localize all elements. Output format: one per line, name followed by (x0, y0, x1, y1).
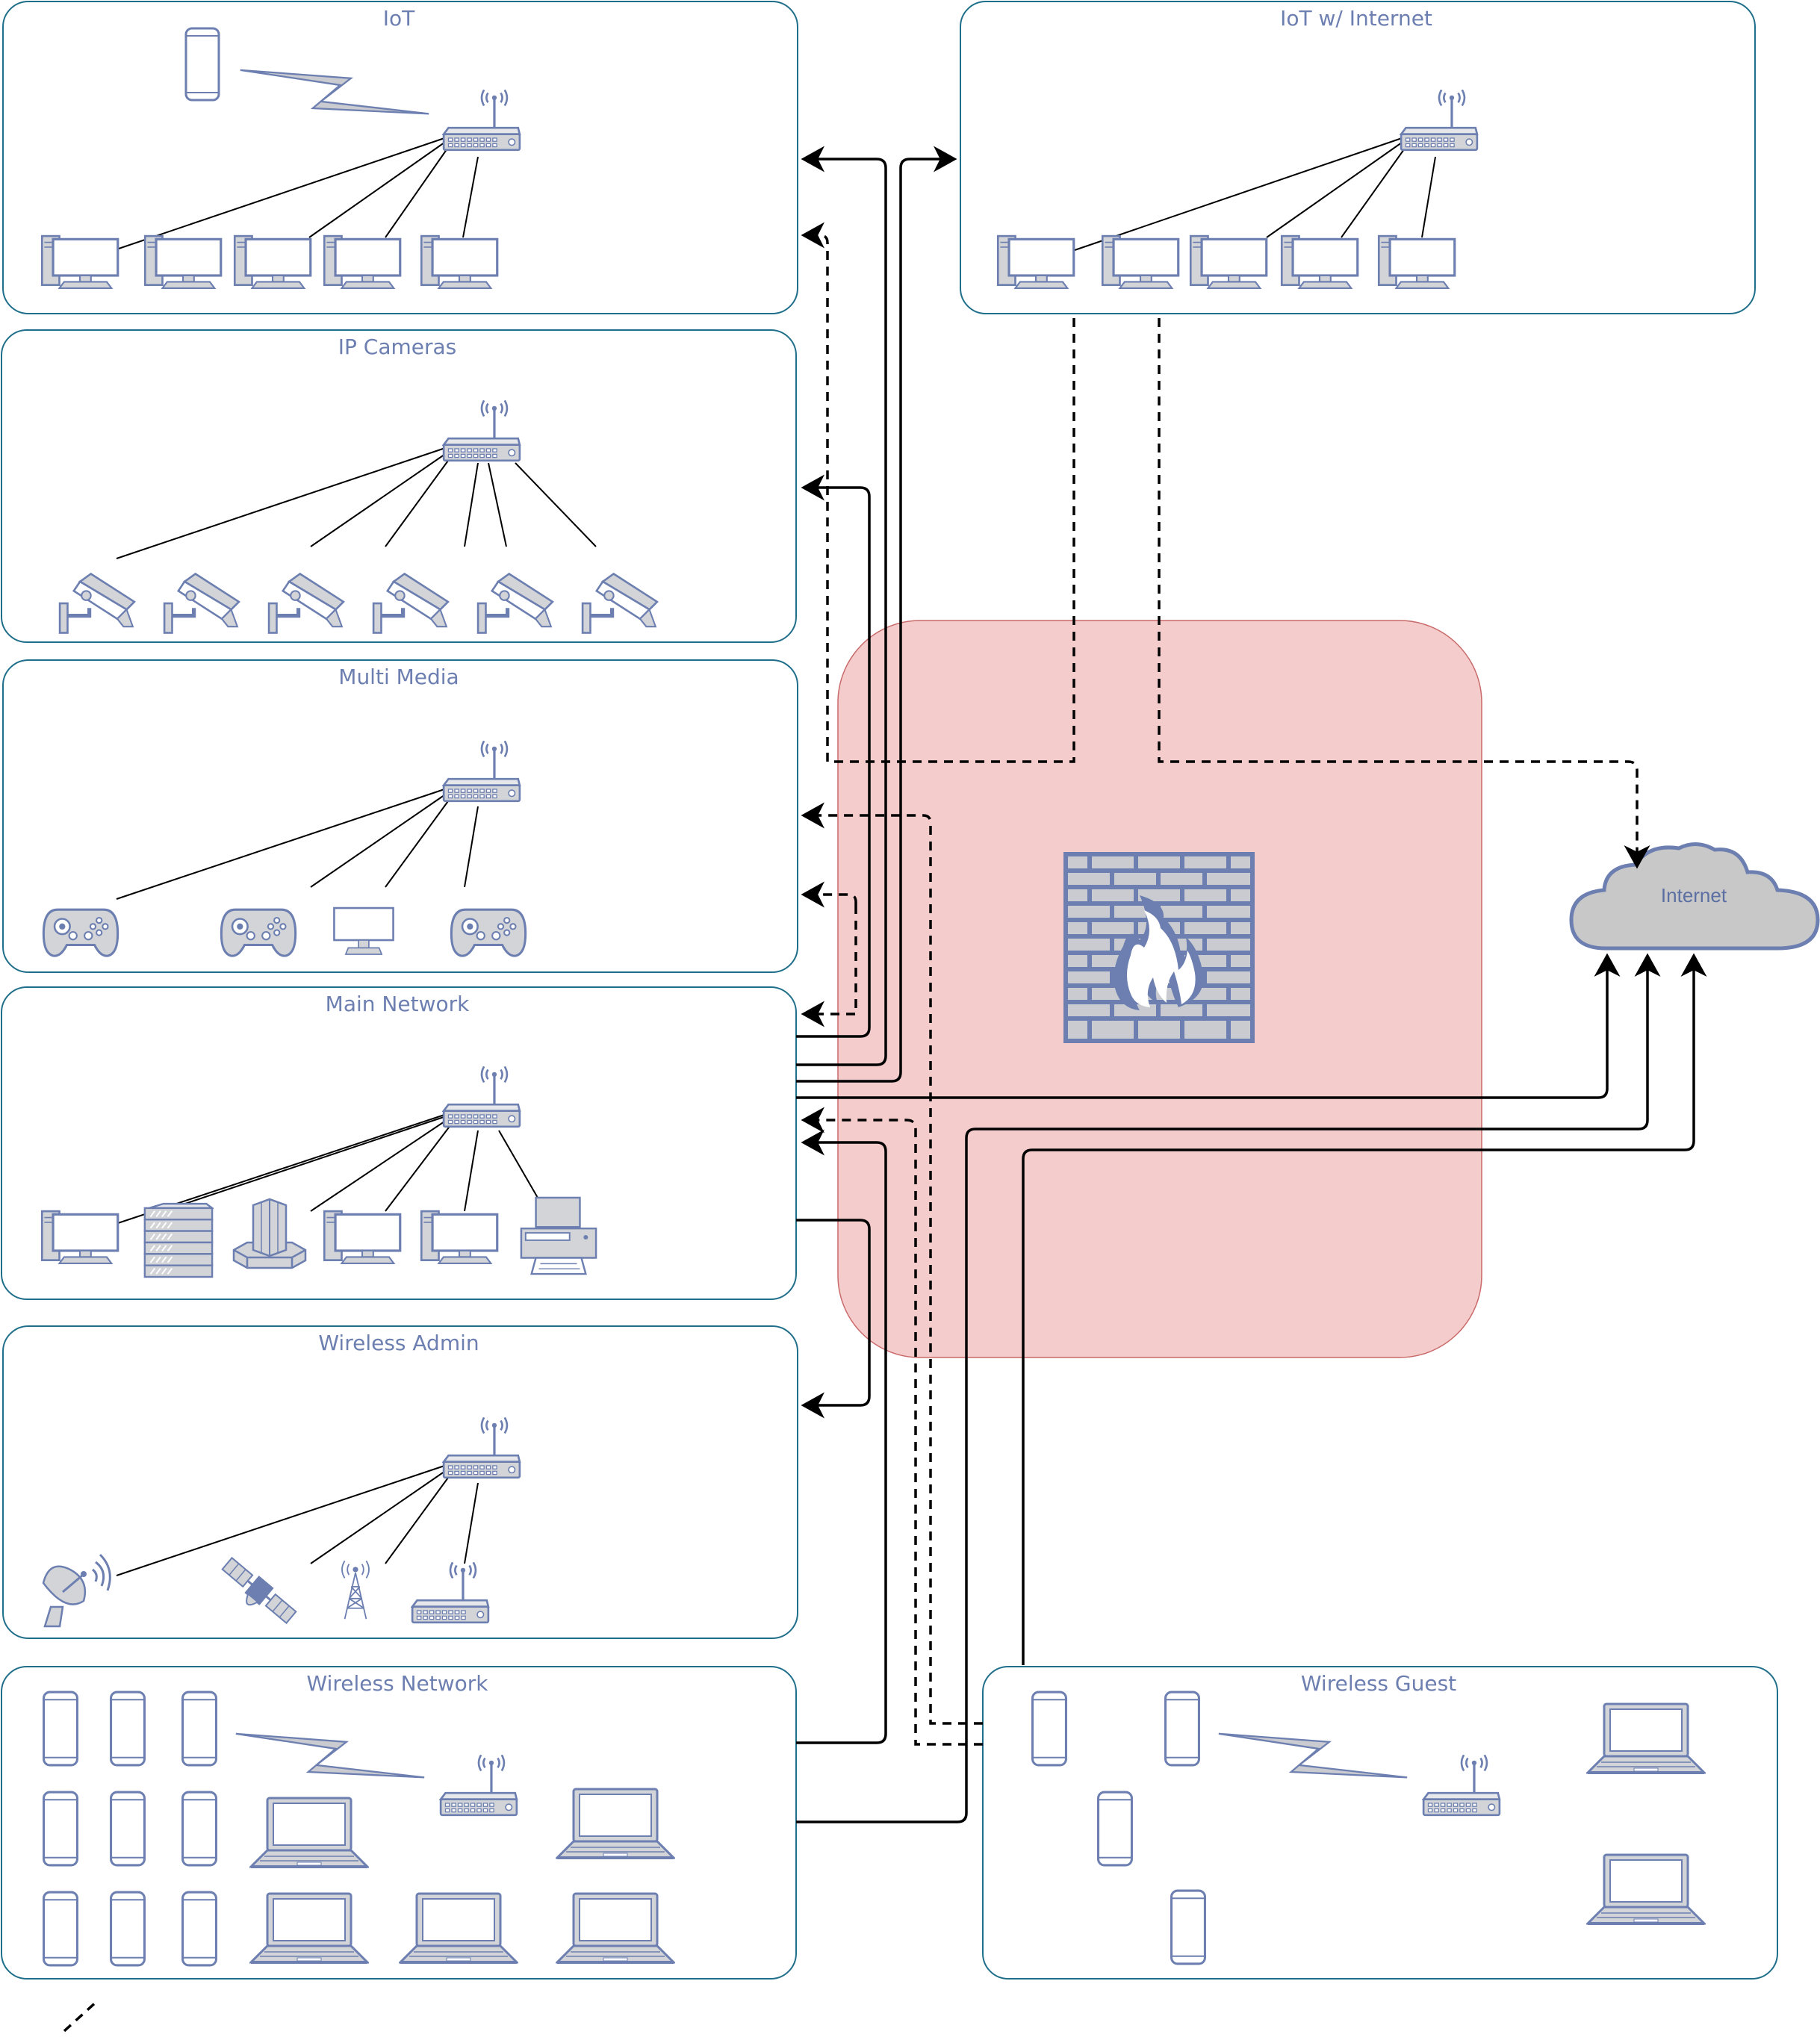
laptop-icon (249, 1892, 369, 1964)
phone-icon (42, 1791, 79, 1867)
dashed-links (63, 222, 1650, 2033)
laptop-icon (556, 1788, 675, 1859)
solid-links (796, 146, 1707, 1823)
phone-icon (1170, 1889, 1207, 1965)
internet-cloud: Internet (1569, 842, 1820, 951)
server-icon (143, 1202, 214, 1278)
phone-icon (184, 27, 220, 102)
laptop-icon (249, 1797, 369, 1868)
zone-title-iot: IoT (383, 6, 415, 31)
phone-icon (109, 1691, 146, 1767)
firewall-icon (1063, 852, 1255, 1043)
cloud-icon (1569, 842, 1820, 951)
laptop-icon (556, 1892, 675, 1964)
zone-main-network: Main Network (1, 986, 797, 1300)
main-network-zone-devices (40, 1066, 597, 1278)
phone-icon (109, 1891, 146, 1967)
zone-multi-media: Multi Media (2, 659, 798, 973)
zone-title-main-network: Main Network (326, 992, 470, 1016)
zone-title-wireless-network: Wireless Network (307, 1671, 489, 1696)
zone-title-iot-internet: IoT w/ Internet (1280, 6, 1432, 31)
zone-title-multi-media: Multi Media (338, 665, 459, 689)
internet-label: Internet (1661, 884, 1727, 906)
iot-zone-devices (40, 27, 521, 290)
iot-internet-zone-devices (996, 90, 1479, 290)
zone-title-wireless-admin: Wireless Admin (318, 1331, 479, 1355)
phone-icon (42, 1691, 79, 1767)
phone-icon (181, 1791, 218, 1867)
phone-icon (109, 1791, 146, 1867)
zone-title-wireless-guest: Wireless Guest (1301, 1671, 1456, 1696)
laptop-icon (1586, 1702, 1706, 1774)
phone-icon (181, 1891, 218, 1967)
laptop-icon (1586, 1853, 1706, 1925)
phone-icon (1164, 1691, 1201, 1767)
phone-icon (1096, 1791, 1134, 1867)
phone-icon (42, 1891, 79, 1967)
phone-icon (1031, 1691, 1068, 1767)
zone-title-ip-cameras: IP Cameras (338, 335, 457, 359)
ip-cameras-zone-devices (60, 400, 657, 632)
zone-iot-internet: IoT w/ Internet (960, 1, 1756, 314)
laptop-icon (399, 1892, 518, 1964)
wireless-admin-zone-devices (42, 1417, 521, 1628)
zone-wireless-admin: Wireless Admin (2, 1325, 798, 1639)
multi-media-zone-devices (42, 741, 527, 957)
phone-icon (181, 1691, 218, 1767)
